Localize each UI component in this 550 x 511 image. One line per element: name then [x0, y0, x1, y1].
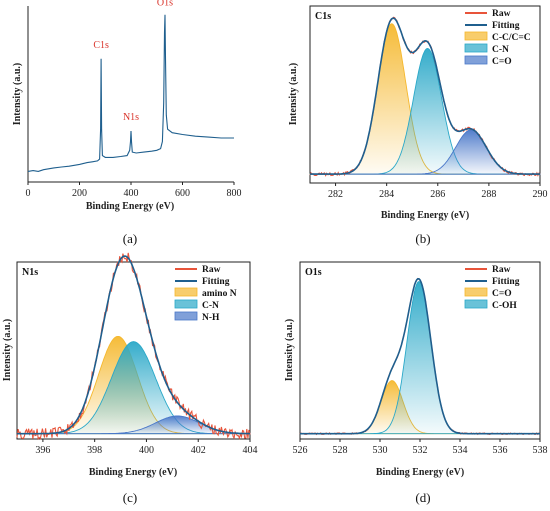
x-tick-label: 800 — [227, 188, 242, 199]
plot-frame — [309, 5, 541, 184]
peak-label: O1s — [157, 0, 173, 9]
component-peak-c-n — [309, 48, 541, 175]
panel-caption: (b) — [415, 231, 430, 246]
y-axis-title: Intensity (a.u.) — [284, 319, 295, 382]
panel-title: C1s — [315, 11, 331, 22]
panel-a: 0 200 400 600 800 Binding Energy (eV) Intensit… — [12, 0, 242, 246]
legend-label: C-C/C=C — [492, 33, 531, 43]
x-tick-label: 0 — [26, 188, 31, 199]
peak-label: C1s — [93, 40, 109, 51]
x-tick-label: 528 — [333, 445, 348, 456]
legend-label: C=O — [492, 289, 512, 299]
fitting-line — [17, 255, 250, 435]
panel-caption: (a) — [123, 231, 137, 246]
legend-label: N-H — [202, 313, 220, 323]
component-peak-c-n — [17, 341, 250, 435]
x-tick-label: 396 — [35, 445, 50, 456]
legend-label: C-N — [492, 45, 509, 55]
x-tick-label: 536 — [493, 445, 508, 456]
legend-label: amino N — [202, 289, 237, 299]
legend-swatch-fill — [464, 55, 488, 65]
x-tick-label: 530 — [373, 445, 388, 456]
x-axis-title: Binding Energy (eV) — [89, 467, 177, 478]
x-tick-label: 404 — [243, 445, 258, 456]
legend-swatch-fill — [174, 299, 198, 309]
legend-swatch-fill — [174, 311, 198, 321]
legend-label: Fitting — [492, 21, 520, 31]
x-tick-label: 288 — [481, 189, 496, 200]
peak-label: N1s — [123, 112, 139, 123]
plot-frame — [16, 261, 251, 440]
survey-spectrum-line — [27, 14, 234, 172]
y-axis-title: Intensity (a.u.) — [2, 319, 13, 382]
x-axis-title: Binding Energy (eV) — [381, 210, 469, 221]
x-tick-label: 402 — [191, 445, 206, 456]
panel-caption: (c) — [123, 490, 137, 505]
x-tick-label: 400 — [124, 188, 139, 199]
x-tick-label: 284 — [379, 189, 394, 200]
legend-label: Raw — [492, 9, 511, 19]
legend-swatch-fill — [464, 43, 488, 53]
legend-swatch-fill — [174, 287, 198, 297]
x-tick-label: 290 — [533, 189, 548, 200]
legend-label: Raw — [202, 265, 221, 275]
x-tick-label: 282 — [328, 189, 343, 200]
x-tick-label: 532 — [413, 445, 428, 456]
panel-d: 526 528 530 532 534 536 538 Binding Energy (eV)… — [284, 261, 548, 505]
legend-label: C-OH — [492, 301, 517, 311]
fitting-line — [300, 277, 540, 435]
legend-label: Fitting — [492, 277, 520, 287]
fitting-line — [310, 17, 540, 175]
y-axis-title: Intensity (a.u.) — [12, 63, 23, 126]
legend-swatch-fill — [464, 31, 488, 41]
x-tick-label: 200 — [72, 188, 87, 199]
panel-b: 282 284 286 288 290 Binding Energy (eV) Intens… — [288, 5, 548, 246]
legend-label: C=O — [492, 57, 512, 67]
x-tick-label: 538 — [533, 445, 548, 456]
legend-label: Raw — [492, 265, 511, 275]
y-axis-title: Intensity (a.u.) — [288, 63, 299, 126]
panel-title: N1s — [22, 267, 38, 278]
x-tick-label: 398 — [87, 445, 102, 456]
x-tick-label: 400 — [139, 445, 154, 456]
legend-label: C-N — [202, 301, 219, 311]
x-axis-title: Binding Energy (eV) — [86, 201, 174, 212]
legend-label: Fitting — [202, 277, 230, 287]
panel-caption: (d) — [415, 490, 430, 505]
legend-swatch-fill — [464, 299, 488, 309]
x-tick-label: 526 — [293, 445, 308, 456]
panel-c: 396 398 400 402 404 Binding Energy (eV) Intens… — [2, 252, 258, 505]
x-tick-label: 286 — [430, 189, 445, 200]
x-axis-title: Binding Energy (eV) — [376, 467, 464, 478]
legend-swatch-fill — [464, 287, 488, 297]
x-tick-label: 534 — [453, 445, 468, 456]
x-tick-label: 600 — [175, 188, 190, 199]
panel-title: O1s — [305, 267, 322, 278]
